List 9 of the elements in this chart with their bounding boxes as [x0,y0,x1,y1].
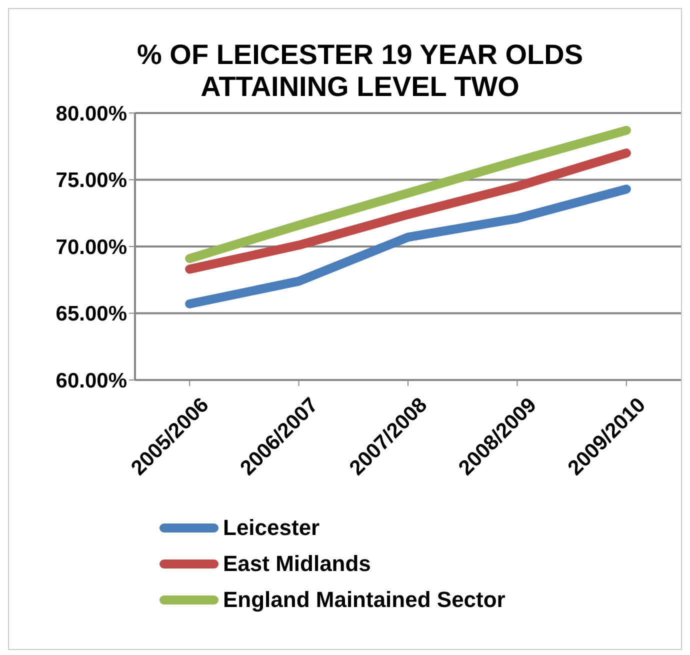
legend-label: England Maintained Sector [223,587,506,613]
y-tick-label: 80.00% [56,102,128,126]
y-tick-label: 70.00% [56,236,128,259]
legend-label: Leicester [223,515,320,541]
y-tick-label: 60.00% [56,369,128,392]
chart-title: % OF LEICESTER 19 YEAR OLDS ATTAINING LEVEL TWO [136,38,584,103]
y-tick-label: 75.00% [56,169,128,192]
legend-label: East Midlands [223,551,371,577]
y-tick-label: 65.00% [56,302,128,326]
